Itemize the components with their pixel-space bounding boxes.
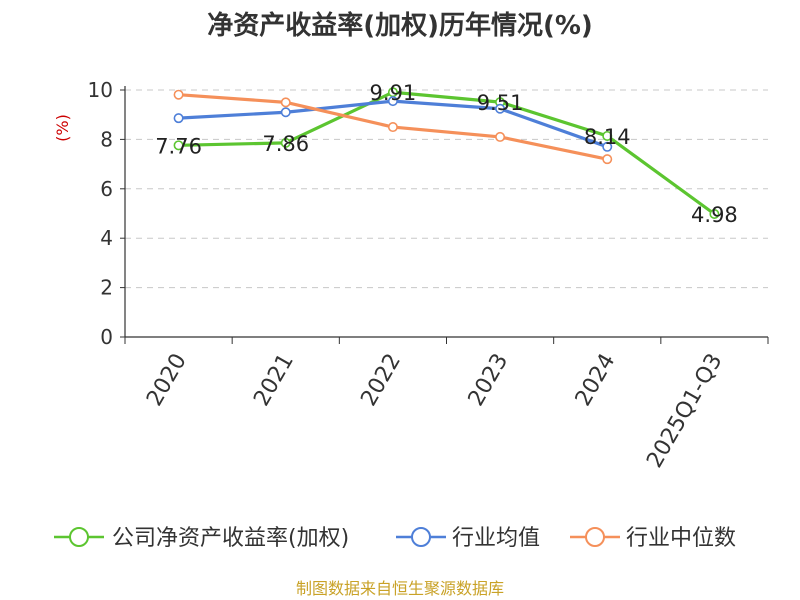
legend-label-2: 行业中位数 (626, 526, 736, 551)
chart-title: 净资产收益率(加权)历年情况(%) (207, 10, 593, 41)
series-2-point-1 (280, 97, 291, 108)
y-tick-label-8: 8 (100, 127, 113, 151)
series-line-0 (178, 90, 716, 216)
y-tick-label-10: 10 (88, 78, 113, 102)
y-tick-label-4: 4 (100, 226, 113, 250)
x-tick-label-2022: 2022 (356, 350, 406, 411)
data-label-5: 4.98 (691, 203, 738, 227)
series-0-point-4 (602, 130, 613, 141)
y-axis-label: (%) (53, 114, 72, 142)
x-tick-label-2021: 2021 (249, 350, 299, 411)
data-label-4: 8.14 (584, 125, 631, 149)
legend-marker-2 (585, 527, 605, 547)
series-2-point-0 (173, 89, 184, 100)
series-1-point-1 (280, 107, 291, 118)
data-label-1: 7.86 (262, 132, 309, 156)
y-tick-label-2: 2 (100, 276, 113, 300)
legend: 公司净资产收益率(加权) 行业均值 行业中位数 (54, 526, 736, 551)
series-0-point-1 (280, 137, 291, 148)
data-label-0: 7.76 (155, 134, 202, 158)
legend-label-0: 公司净资产收益率(加权) (112, 526, 349, 551)
series-2-point-4 (602, 154, 613, 165)
legend-marker-1 (411, 527, 431, 547)
series-lines (173, 87, 720, 219)
legend-label-1: 行业均值 (452, 526, 540, 551)
series-1-point-4 (602, 141, 613, 152)
series-1-point-2 (387, 96, 398, 107)
y-tick-label-6: 6 (100, 177, 113, 201)
x-tick-label-2020: 2020 (142, 350, 192, 411)
y-tick-label-0: 0 (100, 325, 113, 349)
source-footnote: 制图数据来自恒生聚源数据库 (296, 579, 504, 598)
data-label-2: 9.91 (370, 81, 417, 105)
data-labels: 7.76 7.86 9.91 9.51 8.14 4.98 (155, 81, 738, 227)
x-tick-label-2024: 2024 (571, 350, 621, 411)
series-2-point-3 (495, 131, 506, 142)
x-tick-label-2023: 2023 (464, 350, 514, 411)
data-label-3: 9.51 (477, 91, 524, 115)
grid-lines (125, 89, 768, 289)
x-tick-label-2025Q1-Q3: 2025Q1-Q3 (642, 350, 727, 473)
series-0-point-0 (173, 140, 184, 151)
series-2-point-2 (387, 122, 398, 133)
series-1-point-0 (173, 113, 184, 124)
series-1-point-3 (495, 103, 506, 114)
legend-marker-0 (69, 527, 89, 547)
series-0-point-5 (709, 208, 720, 219)
